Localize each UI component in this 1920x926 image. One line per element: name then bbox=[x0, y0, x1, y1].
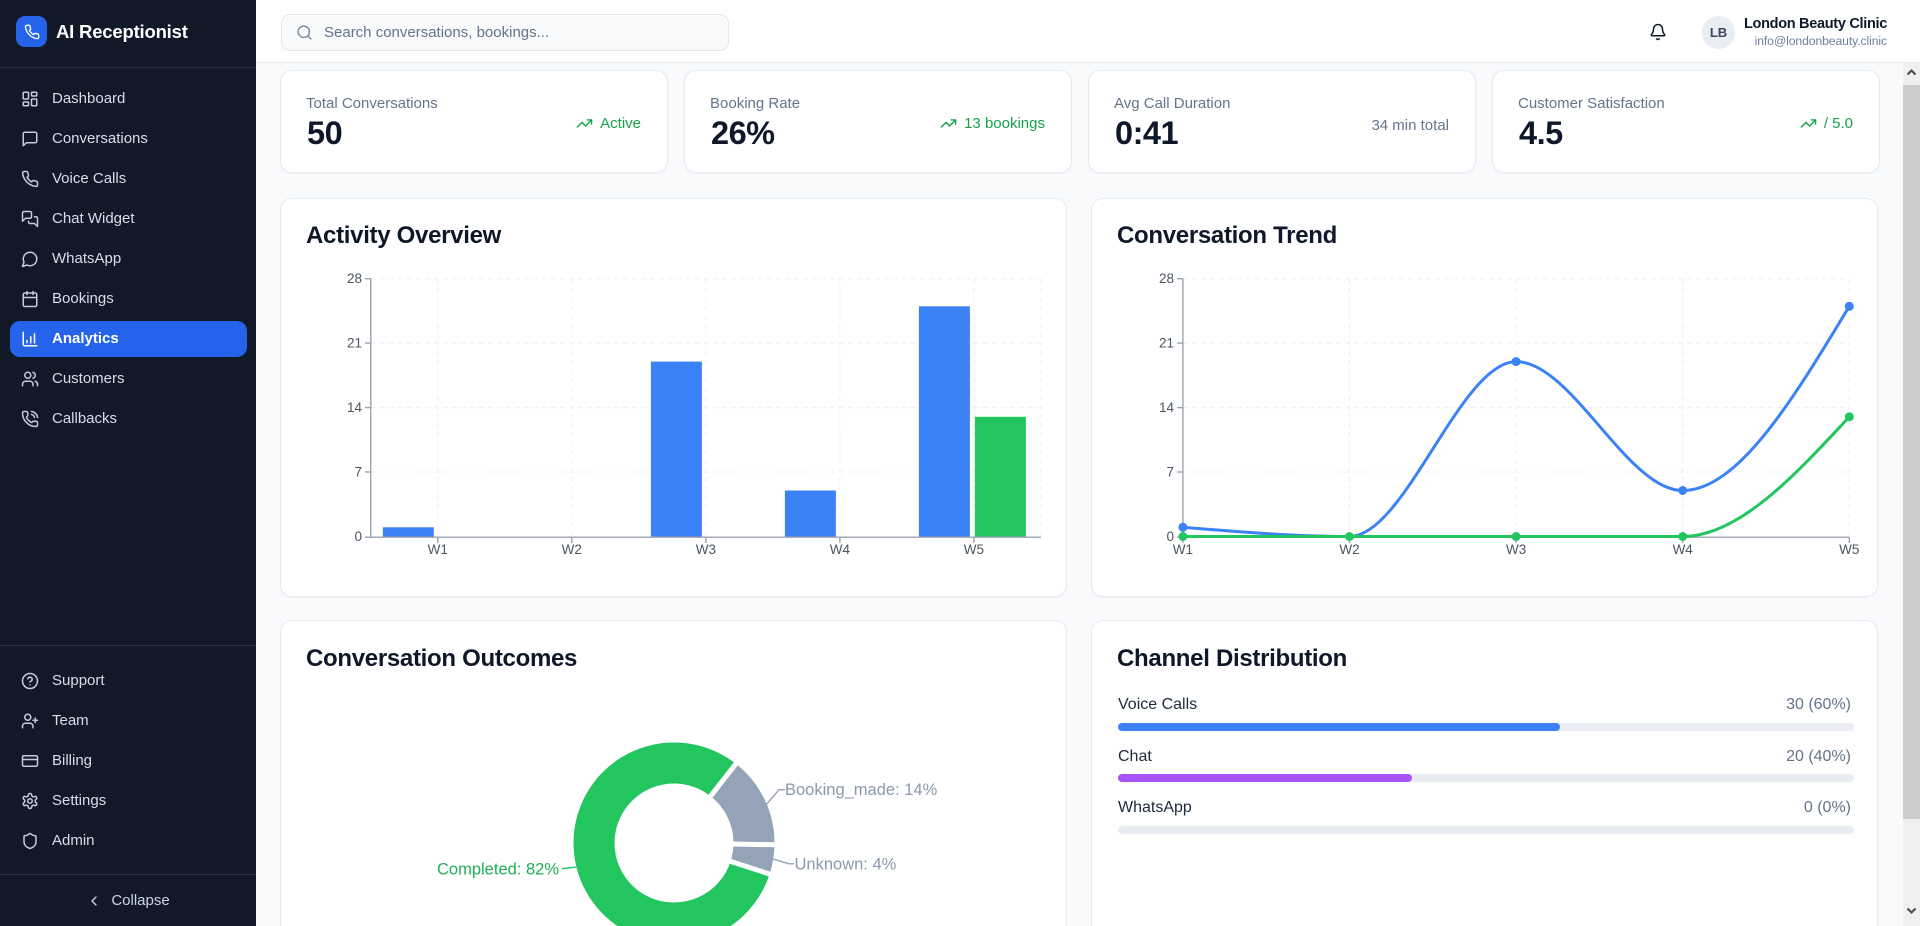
svg-text:0: 0 bbox=[1166, 529, 1174, 544]
svg-text:14: 14 bbox=[347, 400, 363, 415]
svg-text:21: 21 bbox=[1159, 336, 1174, 351]
svg-text:Booking_made: 14%: Booking_made: 14% bbox=[785, 781, 938, 799]
svg-text:W3: W3 bbox=[696, 542, 716, 557]
svg-text:7: 7 bbox=[354, 465, 362, 480]
svg-text:W5: W5 bbox=[1839, 542, 1859, 557]
svg-text:W5: W5 bbox=[964, 542, 984, 557]
svg-text:7: 7 bbox=[1166, 465, 1174, 480]
svg-text:14: 14 bbox=[1159, 400, 1175, 415]
svg-text:28: 28 bbox=[347, 271, 362, 286]
svg-text:W3: W3 bbox=[1506, 542, 1526, 557]
svg-text:28: 28 bbox=[1159, 271, 1174, 286]
svg-text:W4: W4 bbox=[1673, 542, 1694, 557]
svg-text:W2: W2 bbox=[562, 542, 582, 557]
svg-text:Completed: 82%: Completed: 82% bbox=[437, 861, 559, 879]
svg-text:W2: W2 bbox=[1339, 542, 1359, 557]
svg-text:0: 0 bbox=[354, 529, 362, 544]
svg-text:W4: W4 bbox=[830, 542, 851, 557]
svg-text:21: 21 bbox=[347, 336, 362, 351]
svg-text:W1: W1 bbox=[1173, 542, 1193, 557]
svg-text:W1: W1 bbox=[428, 542, 448, 557]
svg-text:Unknown: 4%: Unknown: 4% bbox=[795, 856, 897, 874]
